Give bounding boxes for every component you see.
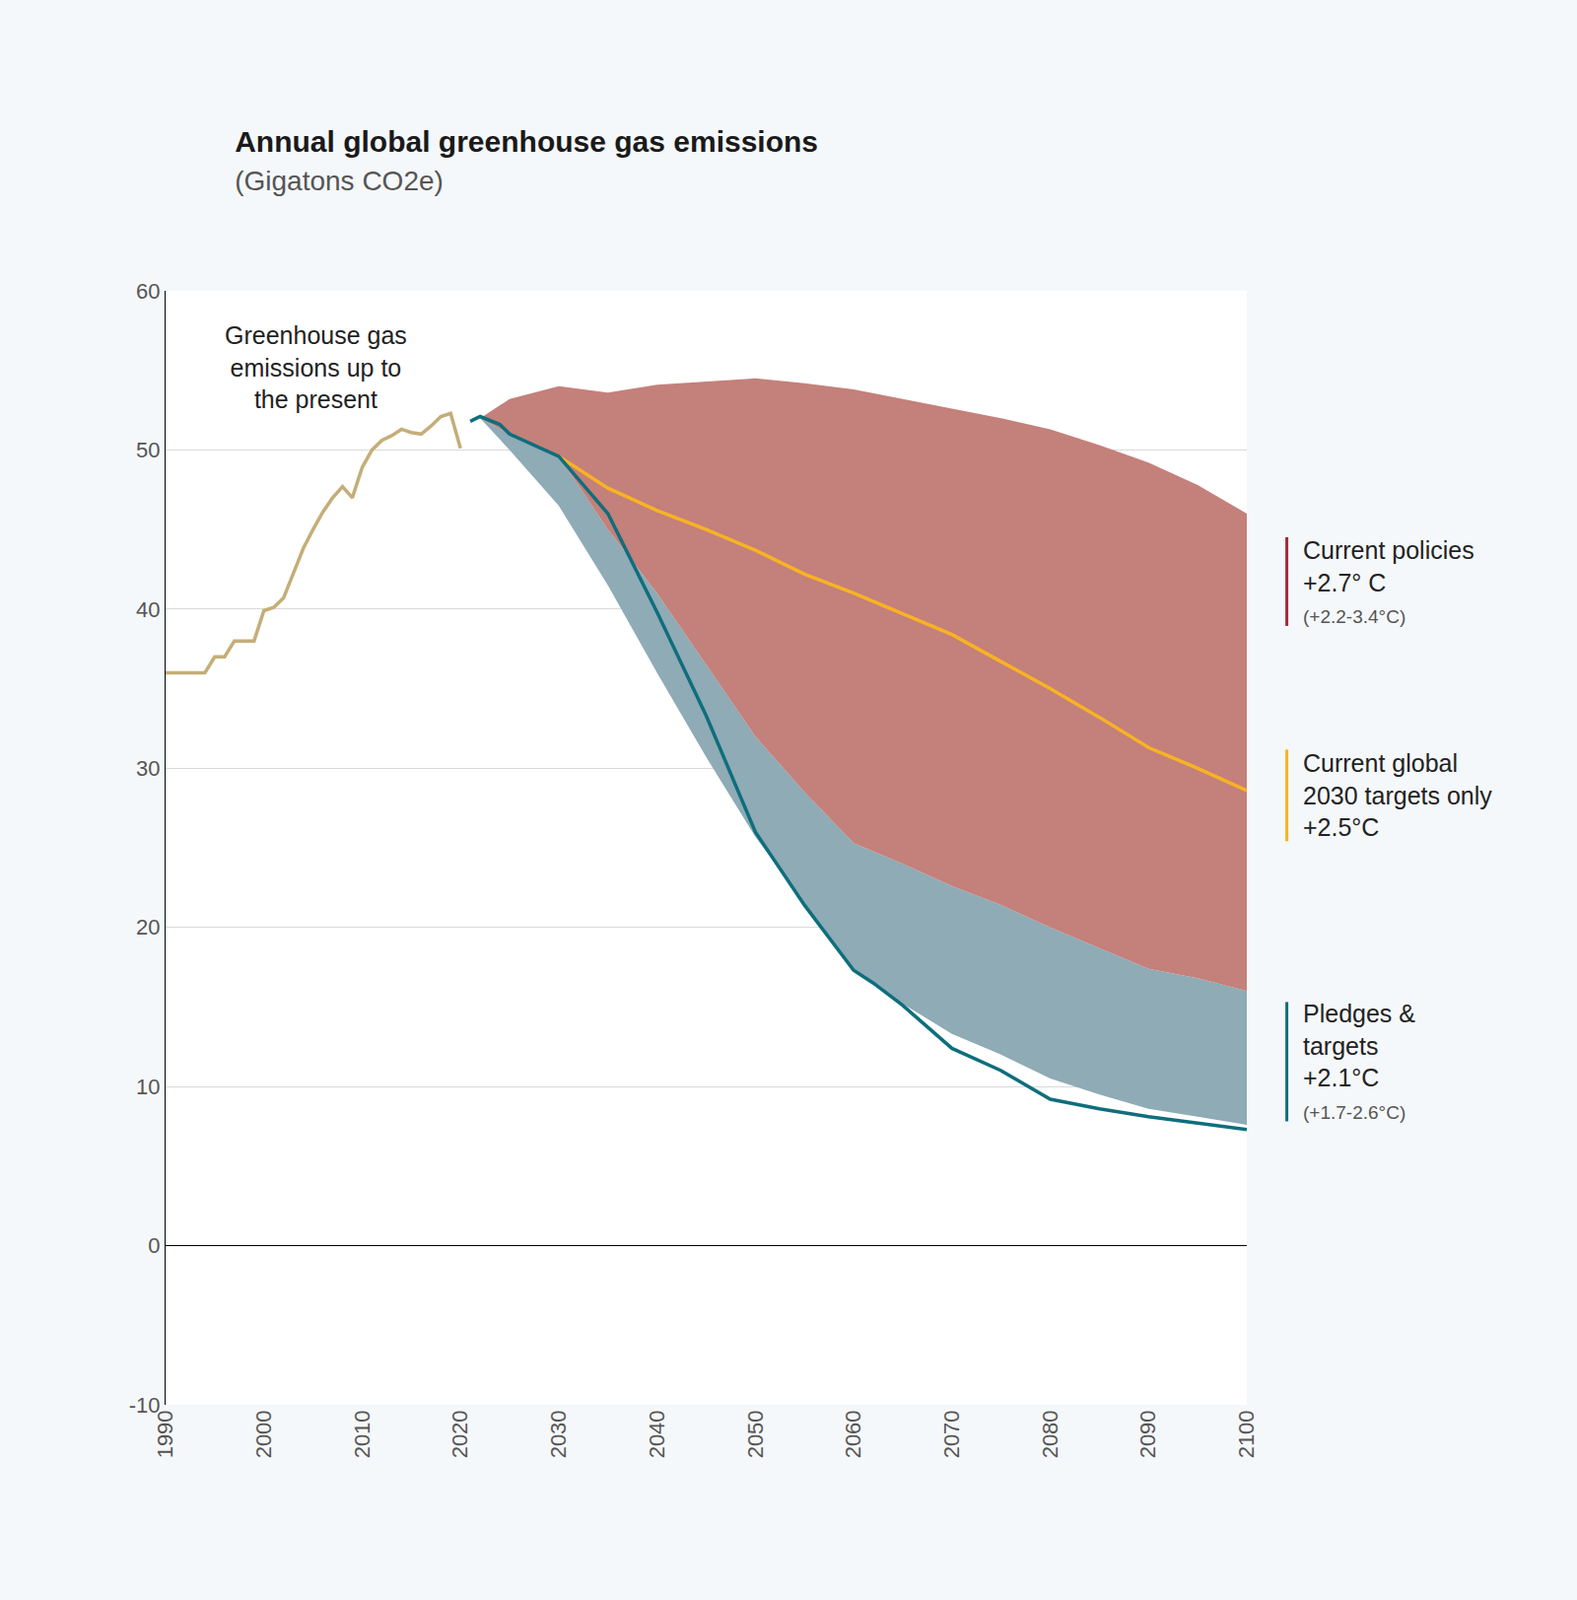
svg-text:40: 40 — [136, 597, 160, 622]
svg-text:2050: 2050 — [743, 1409, 768, 1458]
svg-text:2020: 2020 — [447, 1409, 473, 1458]
svg-text:2040: 2040 — [644, 1409, 670, 1458]
svg-text:50: 50 — [136, 437, 160, 463]
svg-text:20: 20 — [136, 914, 160, 940]
svg-text:30: 30 — [136, 755, 160, 781]
svg-text:2090: 2090 — [1135, 1409, 1161, 1458]
svg-text:2010: 2010 — [349, 1409, 375, 1458]
svg-text:2030: 2030 — [546, 1409, 571, 1458]
svg-text:2060: 2060 — [840, 1409, 866, 1458]
svg-text:Pledges &targets+2.1°C(+1.7-2.: Pledges &targets+2.1°C(+1.7-2.6°C) — [1302, 999, 1416, 1123]
svg-text:Greenhouse gasemissions up tot: Greenhouse gasemissions up tothe present — [224, 321, 408, 413]
svg-text:10: 10 — [136, 1074, 160, 1099]
svg-text:2000: 2000 — [251, 1409, 276, 1458]
svg-text:60: 60 — [136, 278, 160, 304]
svg-text:2070: 2070 — [939, 1409, 964, 1458]
svg-text:1990: 1990 — [152, 1409, 178, 1458]
svg-text:0: 0 — [147, 1233, 160, 1258]
svg-text:2080: 2080 — [1037, 1409, 1063, 1458]
svg-text:Current global2030 targets onl: Current global2030 targets only+2.5°C — [1302, 749, 1493, 841]
svg-text:2100: 2100 — [1234, 1409, 1259, 1458]
svg-text:-10: -10 — [129, 1392, 161, 1418]
svg-text:Current policies+2.7° C(+2.2-3: Current policies+2.7° C(+2.2-3.4°C) — [1302, 536, 1475, 627]
svg-text:Annual global greenhouse gas e: Annual global greenhouse gas emissions(G… — [234, 125, 819, 197]
